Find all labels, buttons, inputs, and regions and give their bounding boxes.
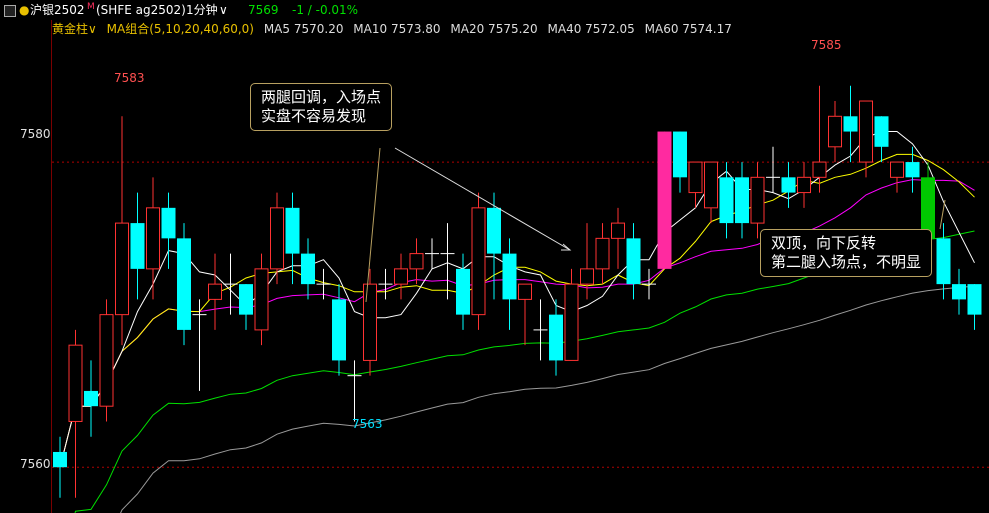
candle-body [688,161,703,194]
candle-body [967,284,982,315]
candle-body [68,344,83,422]
candle-body [84,390,98,407]
candle-body [518,283,532,300]
candle-body [673,131,687,178]
annotation-pointer [365,147,381,303]
y-axis-line [51,20,52,513]
candle-body [905,162,920,178]
low-label: 7563 [352,417,383,431]
candle-body [657,131,672,269]
candle-body [719,177,734,224]
high-label-right: 7585 [811,38,842,52]
candle-body [859,100,873,163]
candle-body [549,314,563,361]
candle-body [626,238,641,285]
candle-body [936,238,951,285]
ma-legend-bar: 黄金柱∨ MA组合(5,10,20,40,60,0) MA5 7570.20 M… [52,20,738,38]
ma20-line [59,179,975,468]
top-bar: ● 沪银2502 M (SHFE ag2502) 1分钟 ∨ 7569 -1 /… [0,0,989,20]
candle-body [177,238,191,330]
arrow-head [561,243,572,251]
ma20-value: MA20 7575.20 [450,22,538,36]
contract-code: (SHFE ag2502) [96,3,186,17]
main-contract-badge: M [87,2,95,12]
candle-body [53,451,67,468]
candle-body [130,223,145,269]
candle-body [161,207,176,239]
annotation-line: 两腿回调，入场点 [261,88,382,106]
ma60-value: MA60 7574.17 [644,22,732,36]
ma60-line [120,285,975,513]
candle-body [270,207,284,270]
last-price: 7569 [248,3,279,17]
candle-body [239,284,253,315]
period-selector[interactable]: 1分钟 [186,3,218,17]
candle-body [580,268,594,285]
candle-body [363,283,377,361]
candle-body [115,222,129,316]
annotation-line: 第二腿入场点，不明显 [771,253,922,271]
high-label-left: 7583 [114,71,145,85]
annotation-line: 双顶，向下反转 [771,234,877,252]
candle-body [254,268,269,331]
indicator-name[interactable]: 黄金柱 [52,22,89,36]
candle-body [890,161,904,178]
price-change: -1 / -0.01% [292,3,359,17]
candle-body [797,176,811,194]
candle-body [921,177,935,239]
candle-body [394,268,408,285]
annotation-arrow [394,147,571,251]
candle-body [812,161,827,178]
candle-body [735,177,749,224]
candle-body [595,237,610,270]
candle-body [146,207,160,270]
indicator-dropdown-icon[interactable]: ∨ [88,22,97,36]
candle-body [409,253,424,270]
candle-body [301,253,315,285]
status-dot-icon: ● [19,3,30,17]
candle-body [843,116,858,132]
ma5-value: MA5 7570.20 [263,22,344,36]
ma40-value: MA40 7572.05 [547,22,635,36]
ma10-line [59,153,975,468]
candle-body [750,176,765,224]
candle-body [285,207,300,254]
candle-body [564,283,579,361]
candle-body [952,284,966,300]
candle-body [332,299,346,361]
candle-body [704,161,718,209]
candle-body [502,253,517,300]
candle-body [487,207,501,254]
ma10-value: MA10 7573.80 [353,22,441,36]
annotation-two-leg-pullback: 两腿回调，入场点 实盘不容易发现 [250,83,393,131]
window-menu-icon[interactable] [4,5,16,17]
y-tick-label: 7560 [20,457,51,471]
annotation-pointer [939,199,946,230]
candle-body [611,222,625,239]
candle-body [456,268,470,315]
ma-group-label[interactable]: MA组合(5,10,20,40,60,0) [106,22,254,36]
candle-body [471,207,486,316]
symbol-name[interactable]: 沪银2502 [30,3,85,17]
annotation-double-top: 双顶，向下反转 第二腿入场点，不明显 [760,229,933,277]
candle-body [874,116,889,147]
candle-body [99,314,114,407]
chevron-down-icon[interactable]: ∨ [219,3,228,17]
candle-body [828,115,842,148]
y-tick-label: 7580 [20,127,51,141]
ma5-line [59,131,975,468]
candle-body [208,283,222,300]
annotation-line: 实盘不容易发现 [261,107,367,125]
candle-body [781,177,796,193]
